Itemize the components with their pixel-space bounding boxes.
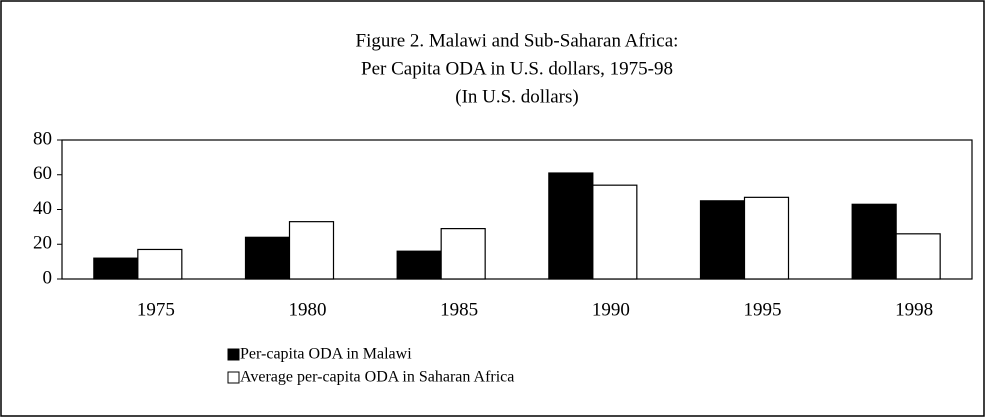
bar (244, 236, 291, 280)
x-tick-label: 1980 (289, 299, 327, 320)
bar (93, 257, 139, 280)
y-tick-label: 40 (33, 198, 52, 219)
bar (548, 172, 594, 280)
bar (851, 203, 897, 280)
y-tick-label: 60 (33, 163, 52, 184)
legend-swatch (227, 348, 240, 361)
bar (440, 228, 486, 280)
bar (288, 221, 335, 280)
bar (396, 250, 442, 280)
y-tick-label: 80 (33, 128, 52, 149)
x-tick-label: 1995 (744, 299, 782, 320)
y-tick-label: 20 (33, 233, 52, 254)
chart-title: Per Capita ODA in U.S. dollars, 1975-98 (361, 58, 673, 79)
x-tick-label: 1990 (592, 299, 630, 320)
bar (895, 233, 941, 280)
bar (592, 184, 638, 280)
bar (743, 196, 790, 280)
bar (137, 248, 183, 280)
x-tick-label: 1975 (137, 299, 175, 320)
chart-title: (In U.S. dollars) (455, 86, 578, 107)
legend-label: Average per-capita ODA in Saharan Africa (240, 369, 514, 386)
x-tick-label: 1998 (895, 299, 933, 320)
bar (699, 200, 746, 280)
legend-label: Per-capita ODA in Malawi (240, 346, 412, 363)
x-tick-label: 1985 (440, 299, 478, 320)
chart-title: Figure 2. Malawi and Sub-Saharan Africa: (356, 30, 679, 51)
legend-swatch (227, 371, 240, 384)
y-tick-label: 0 (43, 267, 53, 288)
